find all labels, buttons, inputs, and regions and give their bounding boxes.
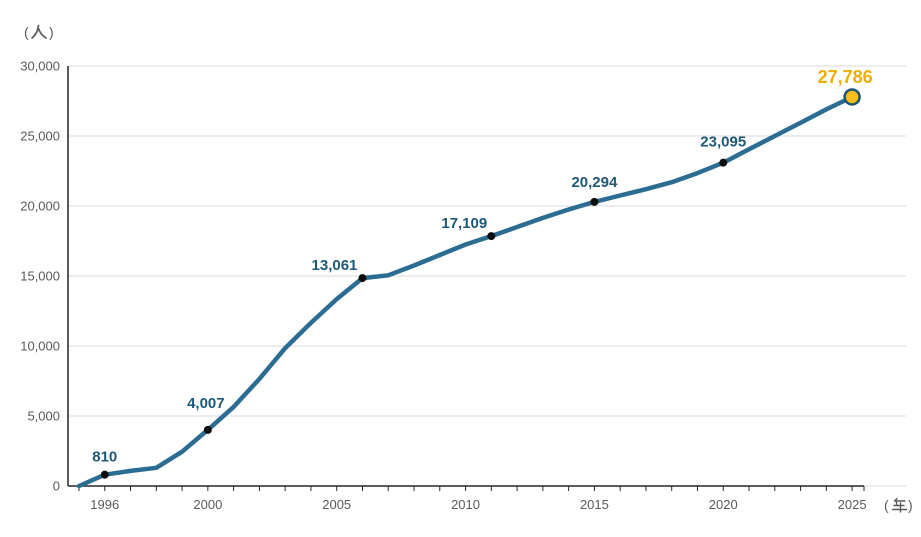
data-label: 17,109 bbox=[441, 215, 487, 232]
y-axis-tick-label: 20,000 bbox=[20, 199, 60, 214]
highlight-data-point bbox=[843, 88, 861, 106]
highlight-data-label: 27,786 bbox=[818, 67, 873, 87]
unit-paren: ( bbox=[884, 497, 889, 513]
x-axis-tick-label: 2020 bbox=[709, 497, 738, 512]
x-axis-tick-label: 2010 bbox=[451, 497, 480, 512]
data-label: 810 bbox=[92, 449, 117, 466]
x-axis-tick-label: 2000 bbox=[193, 497, 222, 512]
year-kanji-icon bbox=[891, 497, 908, 513]
y-axis-tick-label: 5,000 bbox=[27, 409, 60, 424]
y-axis-tick-label: 0 bbox=[53, 479, 60, 494]
x-axis-tick-label: 2005 bbox=[322, 497, 351, 512]
series-line bbox=[76, 94, 855, 489]
y-axis-tick-label: 10,000 bbox=[20, 339, 60, 354]
data-point bbox=[590, 197, 599, 206]
data-label: 4,007 bbox=[187, 395, 225, 412]
data-label: 13,061 bbox=[312, 257, 358, 274]
data-point bbox=[719, 158, 728, 167]
unit-paren: ) bbox=[49, 24, 54, 40]
x-axis-tick-label: 2015 bbox=[580, 497, 609, 512]
unit-paren: ) bbox=[908, 497, 913, 513]
data-point bbox=[358, 274, 367, 283]
y-axis-tick-label: 15,000 bbox=[20, 269, 60, 284]
unit-paren: ( bbox=[24, 24, 29, 40]
y-axis-tick-label: 30,000 bbox=[20, 59, 60, 74]
x-axis-tick-label: 2025 bbox=[838, 497, 867, 512]
data-point bbox=[487, 232, 496, 241]
x-axis-tick-label: 1996 bbox=[90, 497, 119, 512]
people-kanji-icon bbox=[31, 24, 47, 39]
y-axis-tick-label: 25,000 bbox=[20, 129, 60, 144]
data-point bbox=[203, 425, 212, 434]
data-label: 23,095 bbox=[700, 134, 746, 151]
data-point bbox=[100, 470, 109, 479]
data-label: 20,294 bbox=[571, 174, 618, 191]
